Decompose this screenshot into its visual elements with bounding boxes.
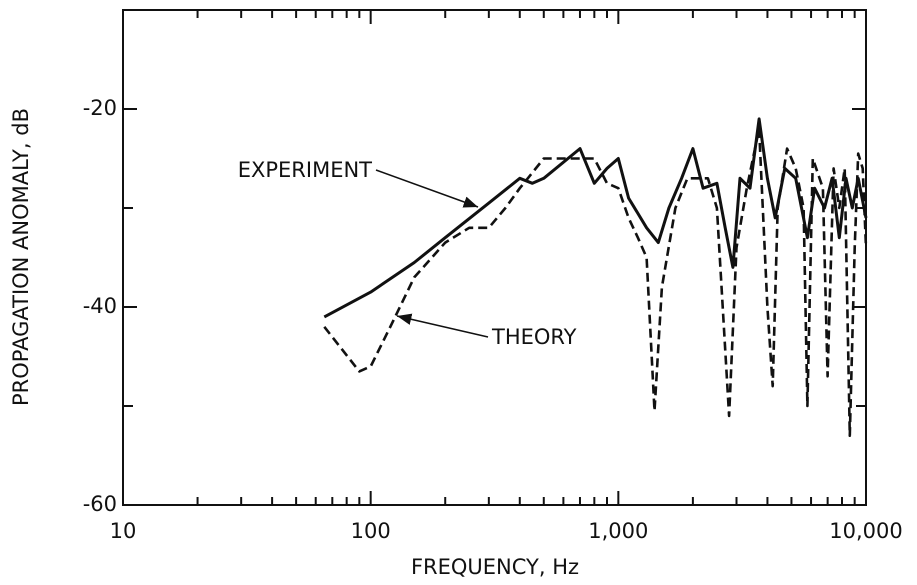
plot-frame — [122, 9, 867, 506]
x-tick-label: 100 — [351, 519, 391, 543]
y-tick-label: -60 — [83, 492, 117, 516]
annotation: THEORY — [491, 325, 577, 349]
annotation-arrow — [375, 169, 479, 208]
x-axis-label: FREQUENCY, Hz — [411, 555, 579, 579]
annotation: EXPERIMENT — [238, 158, 372, 182]
y-axis-label: PROPAGATION ANOMALY, dB — [9, 108, 33, 406]
x-tick-label: 10,000 — [829, 519, 902, 543]
y-tick-label: -20 — [83, 96, 117, 120]
y-tick-label: -40 — [83, 294, 117, 318]
annotation-arrow — [396, 313, 489, 338]
series-line — [323, 127, 868, 437]
x-tick-label: 1,000 — [588, 519, 648, 543]
x-tick-label: 10 — [110, 519, 137, 543]
series-line — [323, 117, 868, 319]
